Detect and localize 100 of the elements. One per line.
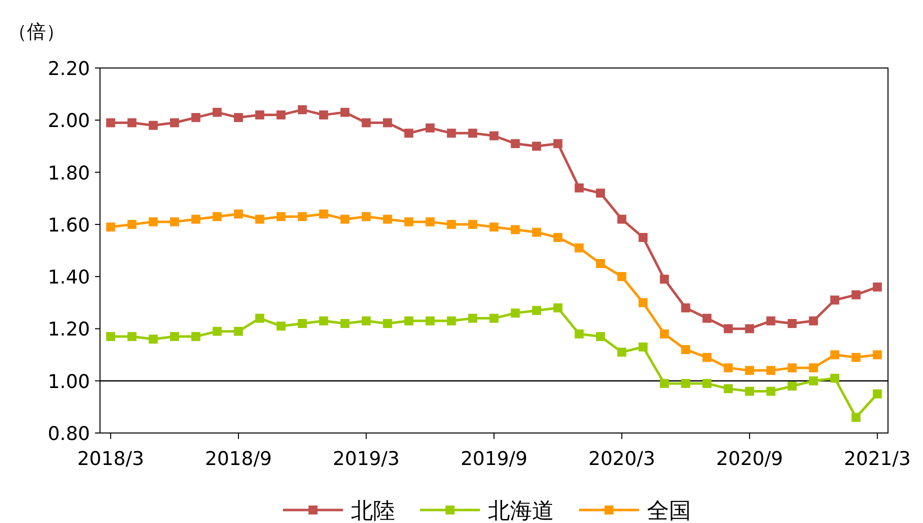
point [852,412,861,422]
point [298,212,307,222]
point [638,232,648,242]
point [255,214,264,224]
point [362,118,371,128]
point [106,118,116,128]
point [191,332,200,342]
point [872,389,882,398]
point [510,225,520,234]
point [574,183,584,192]
point [212,212,222,222]
point [468,220,478,229]
point [426,217,435,226]
point [446,220,456,229]
point [788,382,797,391]
point [681,378,690,388]
point [596,259,605,268]
y-tick-label: 1.60 [48,214,90,236]
point [148,217,158,226]
point [617,272,626,282]
point [681,303,690,312]
y-tick-label: 1.20 [48,318,90,341]
point [340,319,350,328]
point [638,298,648,308]
point [830,350,840,360]
point [681,345,690,354]
point [490,222,498,232]
point [852,352,861,362]
point [553,303,562,312]
point [234,210,243,218]
point [255,314,264,323]
legend-label: 北陸 [351,499,395,523]
point [660,378,669,388]
point [872,282,882,292]
point [788,363,797,372]
point [468,128,478,138]
point [170,332,180,342]
point [255,110,264,120]
y-tick-label: 1.00 [48,370,90,393]
y-tick-label: 2.20 [48,58,90,80]
point [276,322,286,331]
point [532,306,542,315]
point [234,326,243,336]
point [766,366,776,375]
point [426,123,435,132]
point [596,188,605,198]
point [553,139,562,148]
point [553,232,562,242]
point [702,352,712,362]
point [574,329,584,338]
point [383,214,392,224]
point [745,324,754,334]
point [766,316,776,326]
x-tick-label: 2018/9 [205,448,272,470]
point [702,314,712,323]
y-tick-label: 1.80 [48,162,90,184]
point [383,118,392,128]
point [212,326,222,336]
point [340,108,350,117]
point [404,316,414,326]
point [404,128,414,138]
point [724,324,733,334]
point [660,329,669,338]
point [276,212,286,222]
point [510,308,520,318]
point [788,319,797,328]
point [298,105,307,114]
point [191,214,200,224]
y-axis-title: （倍） [8,21,65,43]
point [766,386,776,396]
point [362,316,371,326]
y-tick-label: 0.80 [48,423,90,445]
point [298,319,307,328]
point [319,210,328,218]
point [170,217,180,226]
point [127,332,136,342]
point [808,363,818,372]
point [830,296,840,305]
point [574,243,584,252]
point [532,142,542,151]
x-tick-label: 2019/3 [332,448,400,470]
point [872,350,882,360]
point [127,220,136,229]
point [170,118,180,128]
point [724,363,733,372]
point [490,314,498,323]
point [362,212,371,222]
x-tick-label: 2018/3 [77,448,144,470]
point [404,217,414,226]
point [745,366,754,375]
point [383,319,392,328]
point [702,378,712,388]
point [426,316,435,326]
point [148,120,158,130]
point [340,214,350,224]
x-tick-label: 2019/9 [460,448,528,470]
point [617,348,626,357]
point [106,332,116,342]
y-tick-label: 1.40 [48,266,90,289]
point [745,386,754,396]
